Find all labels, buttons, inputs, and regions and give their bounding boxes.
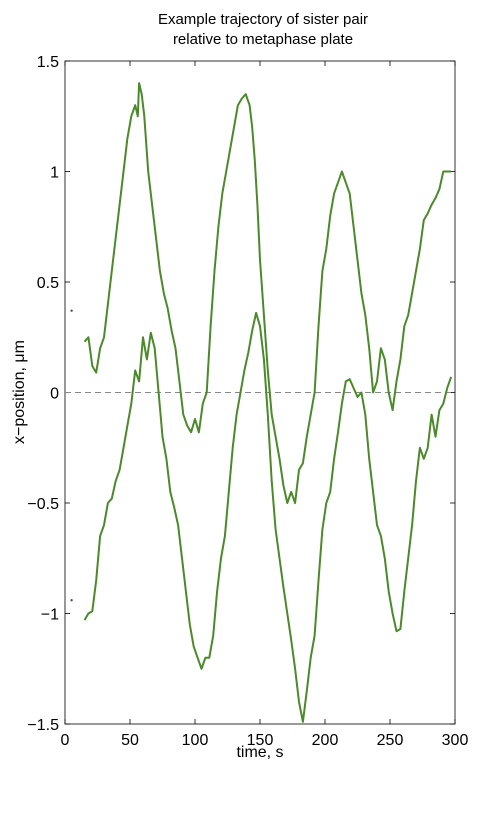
x-axis-label: time, s xyxy=(236,744,283,761)
chart-title-line-1: Example trajectory of sister pair xyxy=(158,11,368,28)
stray-marks xyxy=(70,309,73,602)
x-tick-label: 100 xyxy=(182,732,209,749)
y-tick-label: −0.5 xyxy=(27,496,59,513)
x-tick-label: 250 xyxy=(377,732,404,749)
stray-mark xyxy=(70,309,73,312)
y-axis-label: x−position, μm xyxy=(11,340,28,444)
y-tick-label: 0.5 xyxy=(37,275,59,292)
y-tick-label: 1.5 xyxy=(37,54,59,71)
chart-title-line-2: relative to metaphase plate xyxy=(173,31,353,48)
x-tick-label: 0 xyxy=(61,732,70,749)
y-tick-label: −1.5 xyxy=(27,717,59,734)
x-tick-label: 200 xyxy=(312,732,339,749)
x-tick-label: 150 xyxy=(247,732,274,749)
y-tick-label: −1 xyxy=(41,607,59,624)
stray-mark xyxy=(70,599,73,602)
y-tick-labels: −1.5 −1 −0.5 0 0.5 1 1.5 xyxy=(27,54,59,734)
x-tick-labels: 0 50 100 150 200 250 300 xyxy=(61,732,469,749)
y-tick-label: 0 xyxy=(50,386,59,403)
x-tick-label: 300 xyxy=(442,732,469,749)
x-tick-label: 50 xyxy=(121,732,139,749)
series-group xyxy=(83,82,453,723)
series-line-1 xyxy=(83,82,452,504)
y-tick-label: 1 xyxy=(50,165,59,182)
series-line-2 xyxy=(83,311,453,723)
